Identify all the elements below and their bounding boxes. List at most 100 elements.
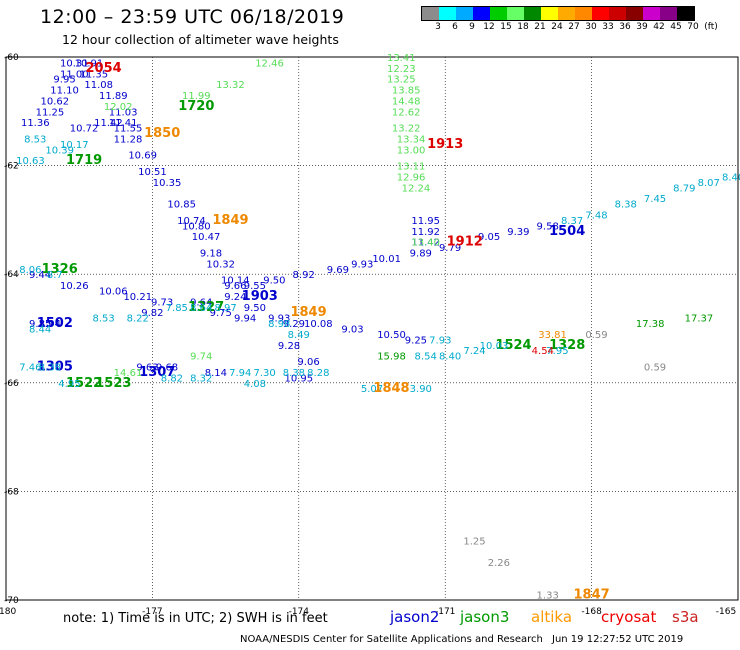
- data-label: 1327: [188, 300, 224, 315]
- data-label: 10.80: [182, 221, 211, 232]
- satellite-label-altika: altika: [531, 608, 573, 626]
- data-label: 8.79: [673, 183, 695, 194]
- x-tick-label: -174: [289, 607, 310, 617]
- data-label: 1328: [549, 338, 585, 353]
- data-label: 8.14: [205, 368, 227, 379]
- color-scale-swatch: [507, 7, 524, 20]
- y-tick-label: -68: [4, 487, 19, 497]
- data-label: 17.38: [636, 319, 665, 330]
- data-label: 10.26: [60, 281, 89, 292]
- data-label: 1522: [66, 376, 102, 391]
- data-label: 12.24: [402, 183, 431, 194]
- data-label: 8.38: [39, 363, 61, 374]
- color-scale-tick: 18: [517, 22, 529, 32]
- data-label: 11.42: [94, 118, 123, 129]
- color-scale-swatch: [541, 7, 558, 20]
- data-label: 13.22: [392, 124, 421, 135]
- color-scale-tick: 6: [452, 22, 458, 32]
- color-scale-swatch: [422, 7, 439, 20]
- data-label: 3.90: [410, 384, 432, 395]
- data-label: 13.85: [392, 86, 421, 97]
- satellite-label-cryosat: cryosat: [601, 608, 657, 626]
- color-scale-swatch: [592, 7, 609, 20]
- data-label: 10.85: [167, 200, 196, 211]
- color-scale-swatch: [439, 7, 456, 20]
- data-label: 9.79: [439, 243, 461, 254]
- data-label: 10.14: [221, 276, 250, 287]
- credit-line: NOAA/NESDIS Center for Satellite Applica…: [240, 634, 543, 645]
- color-scale-swatch: [524, 7, 541, 20]
- data-label: 1903: [242, 289, 278, 304]
- data-label: 10.62: [40, 96, 69, 107]
- footnote: note: 1) Time is in UTC; 2) SWH is in fe…: [63, 611, 328, 626]
- data-label: 0.59: [644, 363, 666, 374]
- color-scale-tick: 12: [483, 22, 495, 32]
- data-label: 8.37: [561, 216, 583, 227]
- data-label: 12.62: [392, 107, 421, 118]
- data-label: 13.32: [216, 80, 245, 91]
- color-scale-swatch: [626, 7, 643, 20]
- data-label: 8.82: [161, 373, 183, 384]
- data-label: 9.93: [351, 259, 373, 270]
- data-label: 11.42: [411, 238, 440, 249]
- data-label: 2054: [86, 61, 122, 76]
- color-scale-tick: (ft): [704, 22, 718, 32]
- satellite-label-s3a: s3a: [672, 608, 699, 626]
- data-label: 8.32: [190, 373, 212, 384]
- data-label: 9.50: [244, 303, 266, 314]
- data-label: 1847: [574, 588, 610, 603]
- data-label: 8.07: [698, 178, 720, 189]
- data-label: 11.41: [109, 118, 138, 129]
- data-label: 9.25: [405, 335, 427, 346]
- data-label: 13.11: [397, 162, 426, 173]
- data-label: 8.94: [39, 319, 61, 330]
- data-label: 9.44: [29, 270, 51, 281]
- color-scale-swatch: [575, 7, 592, 20]
- data-label: 4.54: [532, 346, 554, 357]
- data-label: 11.92: [411, 227, 440, 238]
- color-scale-tick: 70: [687, 22, 699, 32]
- data-label: 11.99: [182, 91, 211, 102]
- data-label: 9.82: [141, 308, 163, 319]
- data-label: 17.37: [685, 314, 714, 325]
- data-label: 1850: [144, 126, 180, 141]
- data-label: 9.24: [224, 292, 246, 303]
- data-label: 12.23: [387, 64, 416, 75]
- color-scale-tick: 42: [653, 22, 665, 32]
- data-label: 7.94: [229, 368, 251, 379]
- y-tick-label: -66: [4, 379, 19, 389]
- x-tick-label: -165: [716, 607, 736, 617]
- data-label: 1720: [178, 99, 214, 114]
- data-label: 10.32: [206, 259, 235, 270]
- data-label: 9.03: [341, 325, 363, 336]
- data-label: 7.95: [546, 346, 568, 357]
- data-label: 7.24: [463, 346, 485, 357]
- data-label: 10.39: [45, 145, 74, 156]
- y-tick-label: -70: [4, 596, 19, 606]
- color-scale-tick: 27: [568, 22, 580, 32]
- data-label: 1912: [447, 235, 483, 250]
- data-label: 8.49: [288, 330, 310, 341]
- data-label: 8.28: [307, 368, 329, 379]
- data-label: 1.25: [463, 536, 485, 547]
- data-label: 13.41: [387, 53, 416, 64]
- data-label: 11.00: [60, 69, 89, 80]
- data-label: 8.06: [19, 265, 41, 276]
- data-label: 9.05: [478, 232, 500, 243]
- data-label: 13.00: [397, 145, 426, 156]
- data-label: 13.40: [411, 238, 440, 249]
- data-label: 10.69: [128, 151, 157, 162]
- color-scale-swatch: [660, 7, 677, 20]
- data-label: 10.03: [480, 341, 509, 352]
- data-label: 0.59: [585, 330, 607, 341]
- data-label: 11.95: [411, 216, 440, 227]
- data-label: 33.81: [538, 330, 567, 341]
- x-tick-label: -171: [435, 607, 455, 617]
- data-label: 10.08: [304, 319, 333, 330]
- data-label: 4.95: [58, 379, 80, 390]
- data-label: 13.34: [397, 134, 426, 145]
- color-scale-tick: 3: [435, 22, 441, 32]
- data-label: 8.97: [214, 303, 236, 314]
- data-label: 9.89: [410, 248, 432, 259]
- x-tick-label: -177: [142, 607, 162, 617]
